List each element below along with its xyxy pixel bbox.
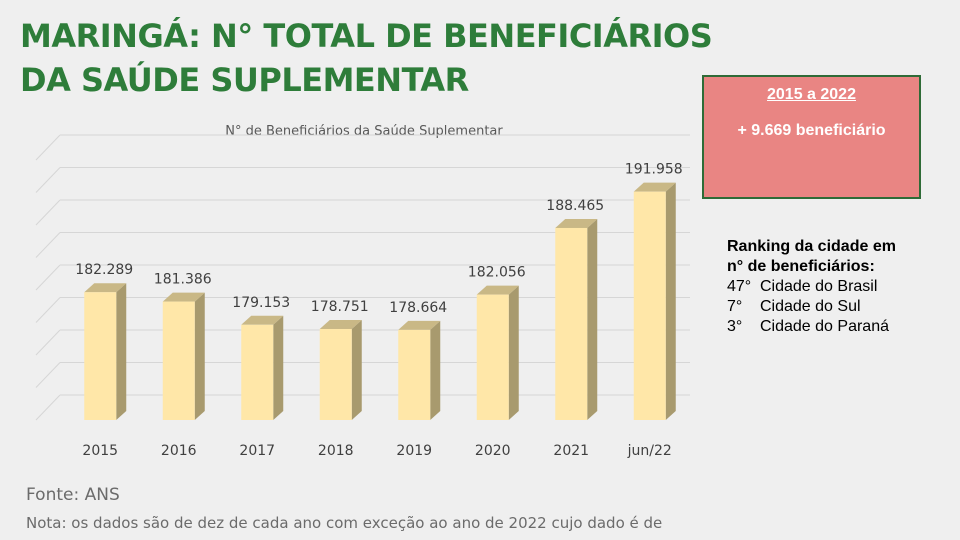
bar xyxy=(241,324,274,420)
data-label: 178.751 xyxy=(311,299,369,315)
bar-side xyxy=(587,218,598,420)
bar-top xyxy=(633,182,676,192)
highlight-value: + 9.669 beneficiário xyxy=(737,122,886,139)
x-tick-label: 2020 xyxy=(475,443,511,459)
gridline-depth xyxy=(35,297,61,323)
ranking-item: 3° Cidade do Paraná xyxy=(727,317,957,337)
x-tick-label: 2017 xyxy=(239,443,275,459)
data-label: 182.289 xyxy=(75,262,133,278)
source-text: Fonte: ANS xyxy=(26,485,120,505)
gridline-depth xyxy=(35,394,61,421)
x-tick-label: 2016 xyxy=(161,443,197,459)
bar-top xyxy=(241,315,284,325)
bar xyxy=(398,329,431,420)
ranking-title-line2: n° de beneficiários: xyxy=(727,258,875,275)
chart-data-labels: 182.289 181.386 179.153 178.751 178.664 182.0… xyxy=(75,162,682,316)
chart-title: N° de Beneficiários da Saúde Suplementar xyxy=(225,124,503,139)
highlight-box: 2015 a 2022 + 9.669 beneficiário xyxy=(702,75,921,199)
gridline-depth xyxy=(35,232,61,258)
x-tick-label: 2019 xyxy=(396,443,432,459)
chart-x-axis: 2015 2016 2017 2018 2019 2020 2021 jun/22 xyxy=(82,443,671,459)
bar-side xyxy=(194,292,205,420)
page-title: MARINGÁ: N° TOTAL DE BENEFICIÁRIOS DA SA… xyxy=(20,14,713,102)
gridline-depth xyxy=(35,362,61,388)
gridline-depth xyxy=(35,199,61,226)
ranking-item: 7° Cidade do Sul xyxy=(727,297,957,317)
bar-top xyxy=(319,319,362,329)
beneficiaries-bar-chart: N° de Beneficiários da Saúde Suplementar… xyxy=(35,124,690,459)
bar-side xyxy=(273,315,284,420)
bar xyxy=(633,191,666,420)
gridline-depth xyxy=(35,264,61,291)
chart-bars xyxy=(84,182,676,420)
data-label: 191.958 xyxy=(625,162,683,178)
data-label: 179.153 xyxy=(232,295,290,311)
ranking-panel: Ranking da cidade em n° de beneficiários… xyxy=(727,237,957,337)
bar xyxy=(476,294,509,420)
ranking-position: 7° xyxy=(727,298,743,315)
bar-top xyxy=(476,285,519,295)
bar-top xyxy=(162,292,205,302)
bar-side xyxy=(116,283,127,420)
ranking-title: Ranking da cidade em n° de beneficiários… xyxy=(727,237,957,277)
data-label: 181.386 xyxy=(154,272,212,288)
page-title-line1: MARINGÁ: N° TOTAL DE BENEFICIÁRIOS xyxy=(20,17,713,55)
data-label: 182.056 xyxy=(468,265,526,281)
bar-top xyxy=(555,218,598,228)
ranking-title-line1: Ranking da cidade em xyxy=(727,238,896,255)
x-tick-label: 2021 xyxy=(553,443,589,459)
note-text: Nota: os dados são de dez de cada ano co… xyxy=(26,514,663,532)
ranking-label: Cidade do Paraná xyxy=(760,318,889,335)
data-label: 188.465 xyxy=(546,198,604,214)
ranking-position: 3° xyxy=(727,318,743,335)
bar xyxy=(84,292,117,420)
ranking-item: 47° Cidade do Brasil xyxy=(727,277,957,297)
gridline-depth xyxy=(35,167,61,193)
bar-side xyxy=(665,182,676,420)
page-title-line2: DA SAÚDE SUPLEMENTAR xyxy=(20,61,469,99)
highlight-period: 2015 a 2022 xyxy=(767,86,856,103)
bar-top xyxy=(84,283,127,293)
ranking-position: 47° xyxy=(727,278,752,295)
bar xyxy=(319,328,352,420)
x-tick-label: jun/22 xyxy=(627,443,672,459)
bar-side xyxy=(351,319,362,420)
ranking-label: Cidade do Brasil xyxy=(760,278,878,295)
bar-side xyxy=(430,320,441,420)
bar-top xyxy=(398,320,441,330)
data-label: 178.664 xyxy=(389,300,447,316)
x-tick-label: 2018 xyxy=(318,443,354,459)
gridline-depth xyxy=(35,329,61,356)
ranking-label: Cidade do Sul xyxy=(760,298,861,315)
bar xyxy=(555,227,588,420)
bar xyxy=(162,301,195,420)
gridline-depth xyxy=(35,134,61,161)
x-tick-label: 2015 xyxy=(82,443,118,459)
bar-side xyxy=(508,285,519,420)
